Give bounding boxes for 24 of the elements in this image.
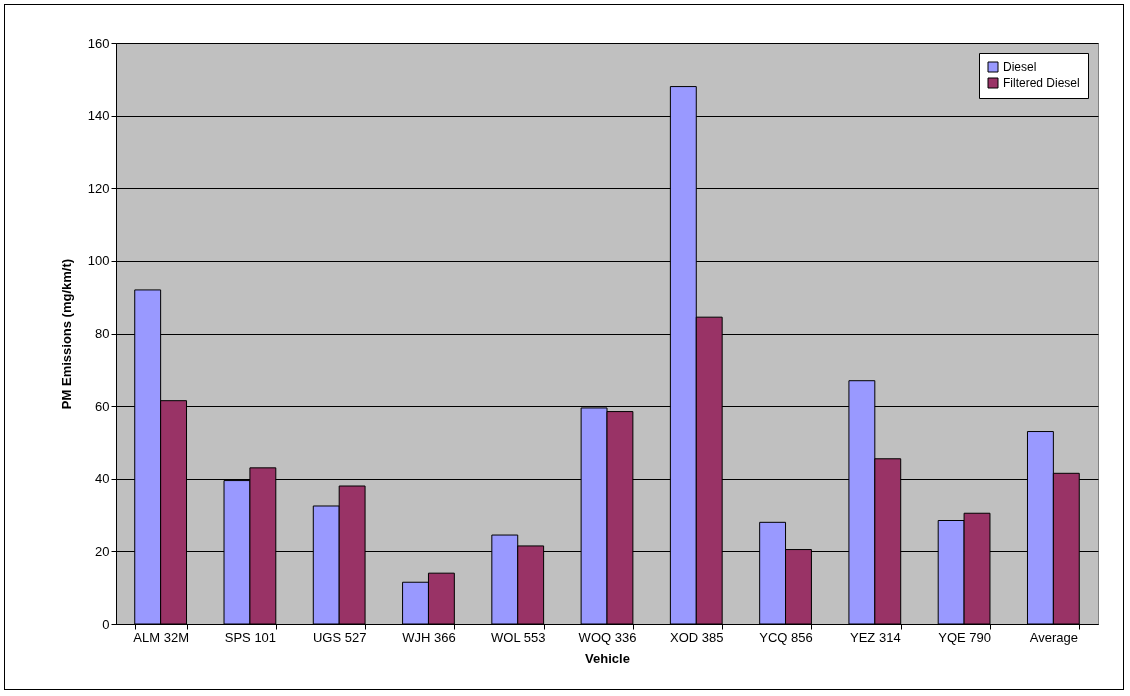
y-tick-label: 20 (95, 543, 110, 559)
x-tick-label: ALM 32M (133, 629, 189, 645)
x-tick-label: WJH 366 (402, 629, 456, 645)
x-tick-label: YEZ 314 (850, 629, 901, 645)
y-tick-label: 120 (87, 180, 110, 196)
y-tick-label: 140 (87, 108, 110, 124)
legend-label: Filtered Diesel (1003, 76, 1080, 90)
x-tick-label: YCQ 856 (759, 629, 813, 645)
x-tick-label: UGS 527 (312, 629, 367, 645)
y-tick-label: 0 (102, 616, 110, 632)
x-axis-title: Vehicle (585, 650, 630, 666)
x-tick-label: XOD 385 (670, 629, 724, 645)
x-tick-label: WOQ 336 (578, 629, 637, 645)
y-tick-label: 40 (95, 471, 110, 487)
x-tick-label: Average (1029, 629, 1078, 645)
x-tick-label: YQE 790 (938, 629, 991, 645)
legend-label: Diesel (1003, 60, 1037, 74)
y-tick-label: 100 (87, 253, 110, 269)
y-tick-label: 80 (95, 326, 110, 341)
x-tick-label: SPS 101 (224, 629, 277, 645)
x-tick-label: WOL 553 (491, 629, 546, 645)
y-tick-label: 160 (87, 35, 110, 51)
y-tick-label: 60 (95, 398, 110, 414)
y-axis-title: PM Emissions (mg/km/t) (58, 258, 74, 410)
